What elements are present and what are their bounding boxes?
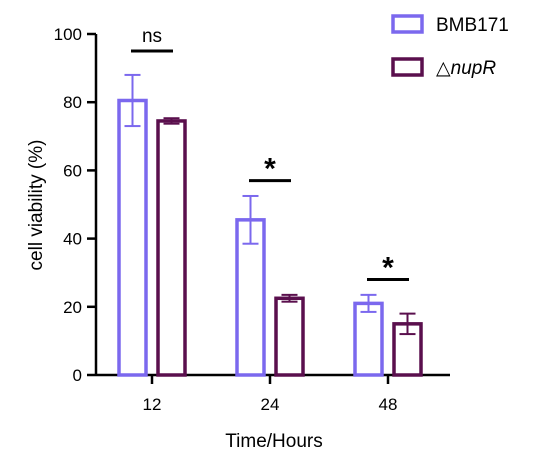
x-axis-title: Time/Hours <box>225 431 322 452</box>
significance-annotations: ns * * <box>131 26 409 285</box>
y-tick-label: 80 <box>63 93 82 112</box>
x-tick-label: 48 <box>379 395 398 414</box>
bars <box>117 98 423 377</box>
error-bars <box>124 73 416 336</box>
legend-label-nupr-prefix: △ <box>436 58 451 79</box>
y-tick-label: 60 <box>63 161 82 180</box>
significance-label: * <box>382 252 394 285</box>
x-ticks: 12 24 48 <box>143 375 398 414</box>
legend-label-bmb171: BMB171 <box>436 15 509 36</box>
bar-nupr <box>156 119 187 377</box>
y-axis-title: cell viability (%) <box>26 140 47 271</box>
bar-bmb171 <box>235 218 266 377</box>
legend-swatch-bmb171 <box>391 14 424 34</box>
y-ticks: 0 20 40 60 80 100 <box>54 25 96 385</box>
chart-axes <box>94 34 450 377</box>
y-tick-label: 20 <box>63 298 82 317</box>
bar-nupr <box>274 296 305 377</box>
x-tick-label: 24 <box>261 395 280 414</box>
legend-swatch-nupr <box>391 57 424 77</box>
significance-label: ns <box>142 26 162 47</box>
y-tick-label: 100 <box>54 25 82 44</box>
significance-label: * <box>264 153 276 186</box>
x-tick-label: 12 <box>143 395 162 414</box>
y-tick-label: 0 <box>73 366 82 385</box>
legend: BMB171 △nupR <box>391 14 509 79</box>
bar-bmb171 <box>353 301 384 377</box>
legend-label-nupr-italic: nupR <box>451 58 497 79</box>
legend-label-nupr: △nupR <box>436 58 496 79</box>
y-tick-label: 40 <box>63 230 82 249</box>
bar-bmb171 <box>117 98 148 377</box>
